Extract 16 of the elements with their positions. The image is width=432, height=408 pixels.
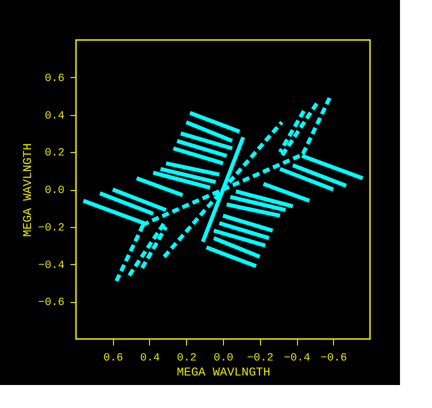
y-tick-label: 0.0 <box>44 185 64 197</box>
x-axis-title: MEGA WAVLNGTH <box>176 366 270 380</box>
x-tick-label: −0.2 <box>247 352 274 364</box>
y-tick-label: 0.2 <box>44 148 64 160</box>
y-axis-title: MEGA WAVLNGTH <box>21 143 36 237</box>
x-tick-label: 0.6 <box>103 352 124 364</box>
x-tick-label: 0.2 <box>176 352 197 364</box>
y-tick-label: 0.6 <box>44 72 64 85</box>
y-tick-label: −0.4 <box>38 260 65 272</box>
y-tick-label: −0.6 <box>38 297 64 310</box>
x-tick-label: 0.0 <box>214 352 234 364</box>
y-tick-label: 0.4 <box>44 110 65 122</box>
x-tick-label: −0.4 <box>284 352 311 364</box>
y-tick-label: −0.2 <box>38 222 64 234</box>
x-tick-label: 0.4 <box>140 352 160 364</box>
x-tick-label: −0.6 <box>320 352 347 364</box>
